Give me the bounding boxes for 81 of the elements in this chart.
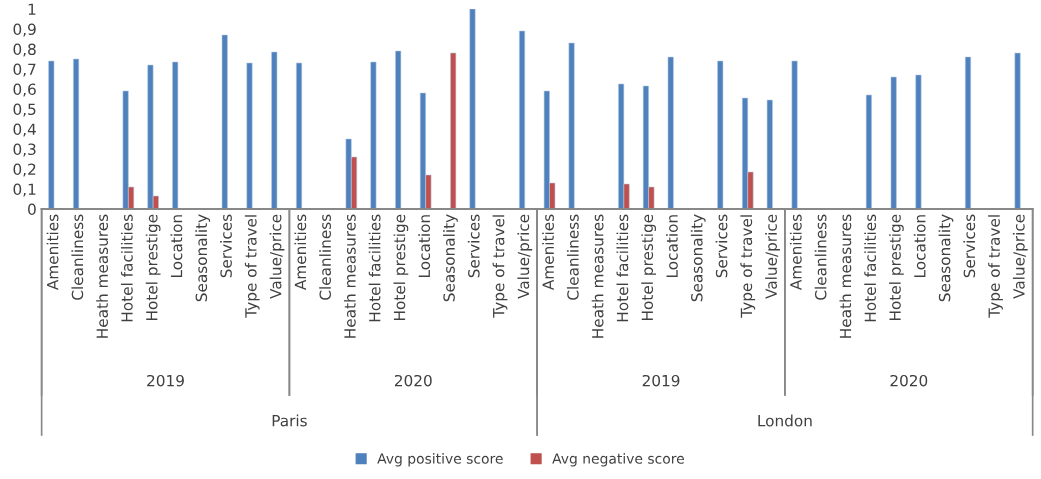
text: 2020 (394, 374, 432, 387)
x-tick-label: Amenities (789, 214, 802, 290)
x-tick-label: Hotel facilities (616, 214, 629, 322)
y-tick-label: 0,3 (13, 143, 36, 157)
bar (965, 56, 972, 209)
bar (395, 50, 402, 209)
x-tick-label: Hotel facilities (864, 214, 877, 322)
bar (271, 51, 278, 209)
text: 2020 (890, 374, 928, 387)
y-tick-label: 0,5 (13, 103, 36, 117)
y-tick-label: 0,7 (13, 63, 36, 77)
bar (172, 61, 179, 209)
x-tick-label: Cleanliness (319, 214, 331, 300)
y-tick-label: 0,1 (13, 183, 36, 197)
bar (73, 58, 80, 209)
bar (519, 30, 526, 209)
y-tick-label: 0,6 (13, 83, 36, 97)
bar (1014, 52, 1021, 209)
x-tick-label: Services (467, 214, 480, 278)
x-tick-label: Services (715, 214, 728, 278)
x-tick-label: Type of travel (988, 215, 1003, 318)
x-tick-label: Hotel facilities (368, 214, 381, 322)
x-tick-label: Location (666, 215, 678, 277)
x-tick-label: Seasonality (195, 214, 211, 302)
y-tick-label: 0,9 (13, 23, 36, 37)
x-tick-label: Hotel facilities (120, 214, 133, 322)
x-tick-label: Seasonality (690, 214, 706, 302)
x-tick-label: Heath measures (839, 214, 852, 338)
x-tick-label: Cleanliness (814, 214, 827, 300)
y-tick-label: 1 (28, 3, 36, 15)
bar (568, 42, 575, 209)
x-tick-label: Value/price (517, 214, 533, 299)
x-tick-label: Location (913, 215, 926, 277)
x-tick-label: Amenities (542, 214, 554, 290)
bar (469, 9, 476, 209)
x-tick-label: Heath measures (96, 214, 109, 338)
x-tick-label: Services (220, 214, 232, 278)
bar (246, 62, 253, 209)
bar (296, 62, 303, 209)
x-tick-label: Seasonality (938, 214, 954, 302)
bar (865, 94, 872, 209)
x-tick-label: Amenities (294, 214, 307, 290)
bar (791, 60, 798, 209)
x-tick-label: Amenities (46, 214, 59, 290)
x-tick-label: Location (170, 215, 183, 277)
x-tick-label: Value/price (269, 214, 285, 299)
bar (766, 99, 773, 209)
y-tick-label: 0 (28, 203, 36, 216)
x-tick-label: Heath measures (591, 214, 604, 338)
x-tick-label: Cleanliness (71, 214, 84, 300)
x-tick-label: Type of travel (740, 215, 756, 318)
x-tick-label: Hotel prestige (889, 214, 904, 321)
x-tick-label: Heath measures (343, 214, 356, 338)
x-tick-label: Value/price (1012, 214, 1028, 299)
x-tick-label: Location (418, 215, 431, 277)
x-tick-label: Hotel prestige (641, 214, 657, 321)
x-tick-label: Hotel prestige (393, 214, 409, 321)
bar (717, 60, 724, 209)
y-tick-label: 0,2 (13, 163, 36, 177)
x-tick-label: Type of travel (244, 215, 260, 318)
bar (48, 60, 55, 209)
x-tick-label: Services (963, 214, 976, 278)
text: 2019 (642, 374, 680, 387)
x-tick-label: Hotel prestige (145, 214, 161, 321)
bar (667, 56, 674, 209)
text: London (758, 414, 812, 427)
bar (450, 52, 457, 209)
bar (915, 74, 922, 209)
bar (370, 61, 377, 209)
x-tick-label: Value/price (765, 214, 780, 299)
x-tick-label: Type of travel (492, 215, 508, 318)
bar (221, 34, 228, 209)
x-tick-label: Seasonality (443, 214, 458, 302)
legend-label: Avg positive score (377, 453, 503, 467)
text: Paris (272, 414, 307, 427)
x-tick-label: Cleanliness (566, 214, 579, 300)
text: 2019 (147, 374, 184, 387)
bar (890, 76, 897, 209)
y-tick-label: 0,4 (13, 123, 36, 137)
y-tick-label: 0,8 (13, 43, 36, 57)
legend-label: Avg negative score (552, 453, 684, 467)
